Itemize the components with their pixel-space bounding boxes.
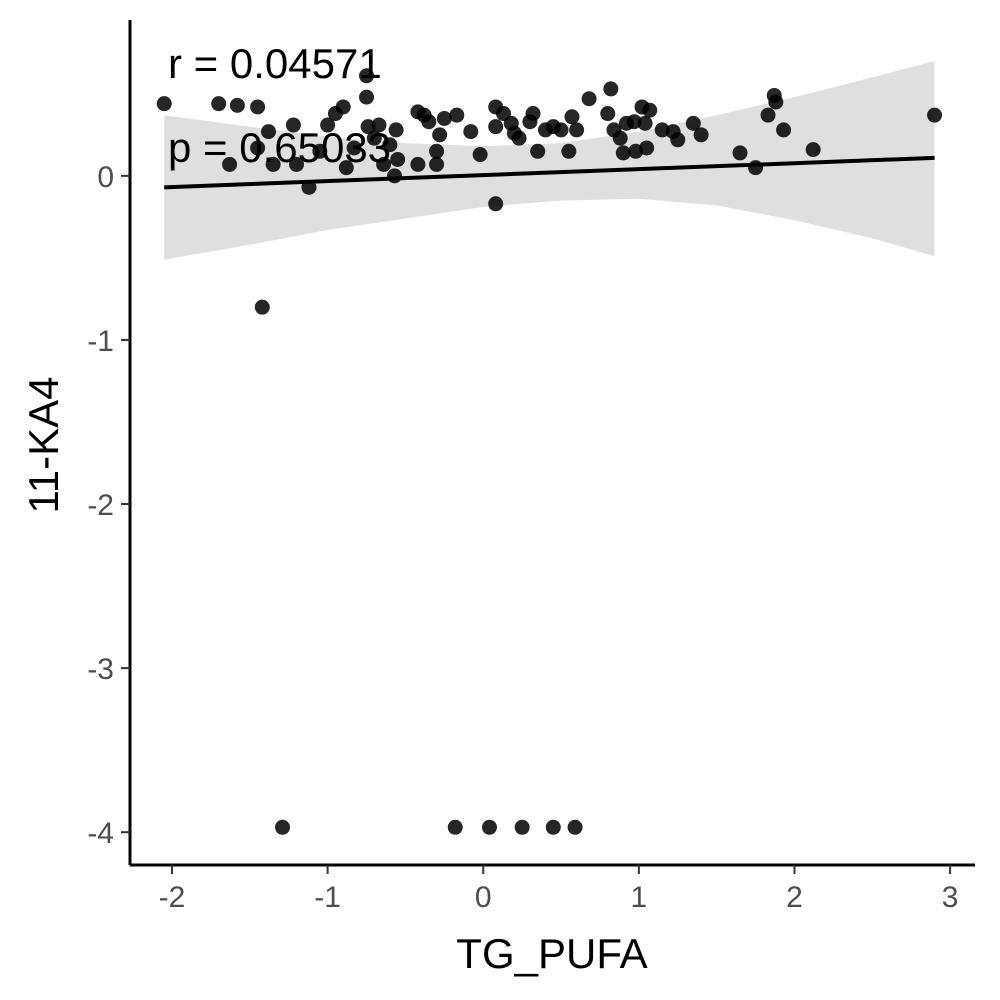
data-point xyxy=(685,115,701,131)
data-point xyxy=(359,89,375,105)
data-point xyxy=(410,156,426,172)
data-point xyxy=(388,122,404,138)
data-point xyxy=(776,122,792,138)
data-point xyxy=(222,156,238,172)
data-point xyxy=(449,107,465,123)
data-point xyxy=(642,102,658,118)
data-point xyxy=(335,99,351,115)
data-point xyxy=(637,115,653,131)
data-point xyxy=(748,160,764,176)
data-point xyxy=(760,107,776,123)
data-point xyxy=(488,196,504,212)
r-annotation: r = 0.04571 xyxy=(168,40,382,87)
confidence-band xyxy=(164,61,935,260)
data-point xyxy=(525,106,541,122)
data-point xyxy=(320,117,336,133)
data-point xyxy=(805,142,821,158)
data-point xyxy=(670,132,686,148)
y-tick-label: -3 xyxy=(87,653,114,686)
data-point xyxy=(376,156,392,172)
data-point xyxy=(359,68,375,84)
x-tick-label: 0 xyxy=(475,881,492,914)
fit-line-layer xyxy=(164,155,935,190)
data-point xyxy=(732,145,748,161)
y-tick-label: -2 xyxy=(87,489,114,522)
data-point xyxy=(382,137,398,153)
data-point xyxy=(615,145,631,161)
data-point xyxy=(211,96,227,112)
data-point xyxy=(387,168,403,184)
data-point xyxy=(564,109,580,125)
data-point xyxy=(156,96,172,112)
x-tick-label: -2 xyxy=(159,881,186,914)
data-point xyxy=(927,107,943,123)
data-point xyxy=(488,119,504,135)
data-point xyxy=(250,99,266,115)
ticks-layer: -2 -1 0 1 2 3 0 -1 -2 -3 -4 xyxy=(87,161,958,914)
data-point xyxy=(530,143,546,159)
data-point xyxy=(545,819,561,835)
data-point xyxy=(768,94,784,110)
data-point xyxy=(312,143,328,159)
data-point xyxy=(429,156,445,172)
x-tick-label: -1 xyxy=(314,881,341,914)
data-point xyxy=(514,819,530,835)
y-tick-label: -4 xyxy=(87,817,114,850)
data-point xyxy=(553,122,569,138)
data-point xyxy=(693,127,709,143)
data-point xyxy=(250,140,266,156)
data-point xyxy=(254,299,270,315)
x-axis-title: TG_PUFA xyxy=(456,930,647,977)
confidence-band-layer xyxy=(164,61,935,260)
data-point xyxy=(581,91,597,107)
data-point xyxy=(421,114,437,130)
data-point xyxy=(511,130,527,146)
data-point xyxy=(432,127,448,143)
x-tick-label: 3 xyxy=(942,881,959,914)
data-point xyxy=(447,819,463,835)
data-point xyxy=(603,81,619,97)
data-point xyxy=(612,130,628,146)
data-point xyxy=(569,122,585,138)
fit-line xyxy=(164,155,935,190)
data-point xyxy=(301,179,317,195)
data-point xyxy=(285,117,301,133)
data-point xyxy=(229,97,245,113)
data-point xyxy=(429,143,445,159)
x-tick-label: 1 xyxy=(631,881,648,914)
data-point xyxy=(567,819,583,835)
data-point xyxy=(600,106,616,122)
data-point xyxy=(260,124,276,140)
data-point xyxy=(275,819,291,835)
data-point xyxy=(346,140,362,156)
data-point xyxy=(472,147,488,163)
data-point xyxy=(561,143,577,159)
axes-layer xyxy=(128,20,975,867)
p-annotation: p = 0.65033 xyxy=(168,124,391,171)
data-point xyxy=(463,124,479,140)
data-point xyxy=(371,117,387,133)
y-tick-label: -1 xyxy=(87,325,114,358)
data-point xyxy=(390,151,406,167)
data-point xyxy=(338,160,354,176)
data-point xyxy=(289,156,305,172)
data-point xyxy=(481,819,497,835)
data-point xyxy=(366,130,382,146)
data-point xyxy=(436,110,452,126)
data-point xyxy=(639,140,655,156)
data-point xyxy=(265,156,281,172)
points-layer xyxy=(156,68,943,835)
y-axis-title: 11-KA4 xyxy=(20,377,67,514)
y-tick-label: 0 xyxy=(97,161,114,194)
x-tick-label: 2 xyxy=(786,881,803,914)
